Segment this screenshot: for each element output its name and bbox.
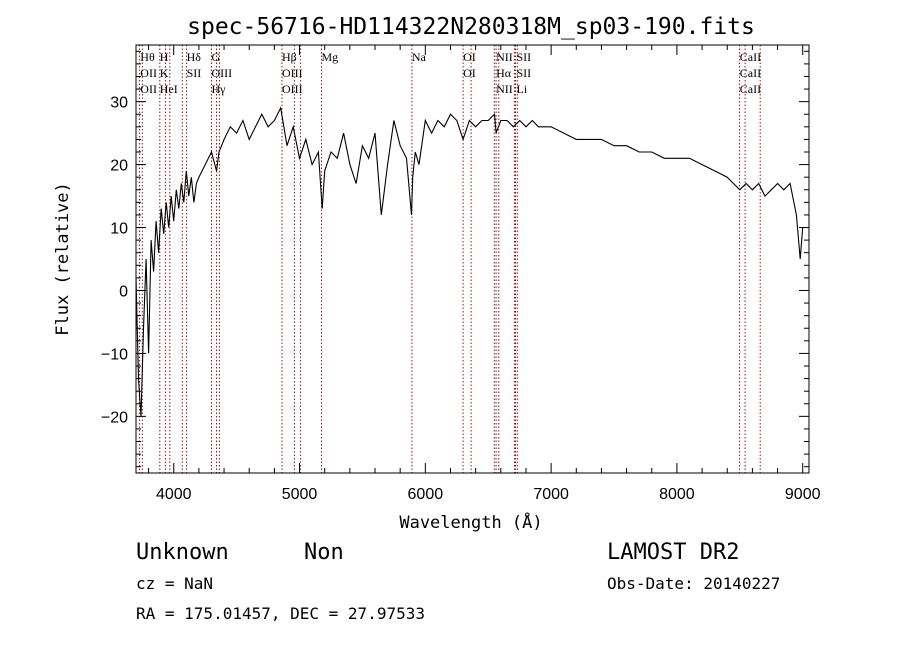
- y-tick-label-2: 0: [119, 283, 128, 300]
- line-label-7-0: OI: [463, 50, 476, 64]
- line-label-8-0: NII: [496, 50, 513, 64]
- obs-date: Obs-Date: 20140227: [607, 574, 780, 593]
- line-label-0-2: OII: [140, 82, 157, 96]
- y-tick-label-1: −10: [101, 346, 128, 363]
- x-tick-label-5: 9000: [785, 486, 821, 503]
- line-label-5-0: Mg: [322, 50, 339, 64]
- x-tick-label-2: 6000: [408, 486, 444, 503]
- y-tick-label-0: −20: [101, 409, 128, 426]
- x-tick-label-1: 5000: [282, 486, 318, 503]
- y-tick-label-3: 10: [110, 221, 128, 238]
- y-tick-label-5: 30: [110, 95, 128, 112]
- line-label-9-1: SII: [517, 66, 532, 80]
- y-axis: −20 −10 0 10 20 30: [101, 50, 809, 468]
- line-label-8-1: Hα: [496, 66, 512, 80]
- line-label-4-1: OIII: [282, 66, 303, 80]
- line-label-10-2: CaII: [740, 82, 761, 96]
- spectrum-line: [135, 106, 804, 417]
- line-label-1-2: HeI: [160, 82, 178, 96]
- line-label-8-2: NII: [496, 82, 513, 96]
- redshift: cz = NaN: [136, 574, 213, 593]
- line-label-3-2: Hγ: [212, 82, 227, 96]
- x-axis-label: Wavelength (Å): [399, 511, 542, 533]
- line-label-2-0: Hδ: [187, 50, 202, 64]
- line-label-3-1: OIII: [212, 66, 233, 80]
- line-label-3-0: G: [212, 50, 221, 64]
- line-label-6-0: Na: [412, 50, 427, 64]
- x-tick-label-3: 7000: [533, 486, 569, 503]
- line-label-9-0: SII: [517, 50, 532, 64]
- line-label-7-1: OI: [463, 66, 476, 80]
- x-tick-label-0: 4000: [156, 486, 192, 503]
- x-tick-label-4: 8000: [659, 486, 695, 503]
- line-label-0-0: Hθ: [140, 50, 155, 64]
- x-axis: 4000 5000 6000 7000 8000 9000: [148, 45, 821, 503]
- plot-frame: [135, 44, 810, 474]
- line-label-1-1: K: [160, 66, 169, 80]
- line-label-10-0: CaII: [740, 50, 761, 64]
- object-subclass: Non: [304, 540, 344, 565]
- line-label-10-1: CaII: [740, 66, 761, 80]
- y-axis-label: Flux (relative): [53, 182, 73, 336]
- chart-title: spec-56716-HD114322N280318M_sp03-190.fit…: [187, 14, 755, 40]
- line-label-9-2: Li: [517, 82, 528, 96]
- line-label-0-1: OII: [140, 66, 157, 80]
- survey-name: LAMOST DR2: [607, 540, 739, 565]
- coordinates: RA = 175.01457, DEC = 27.97533: [136, 604, 425, 623]
- line-label-4-0: Hβ: [282, 50, 297, 64]
- line-label-2-1: SII: [187, 66, 202, 80]
- line-label-4-2: OIII: [282, 82, 303, 96]
- object-class: Unknown: [136, 540, 229, 565]
- emission-line-markers: [138, 45, 761, 473]
- y-tick-label-4: 20: [110, 158, 128, 175]
- line-label-1-0: H: [160, 50, 169, 64]
